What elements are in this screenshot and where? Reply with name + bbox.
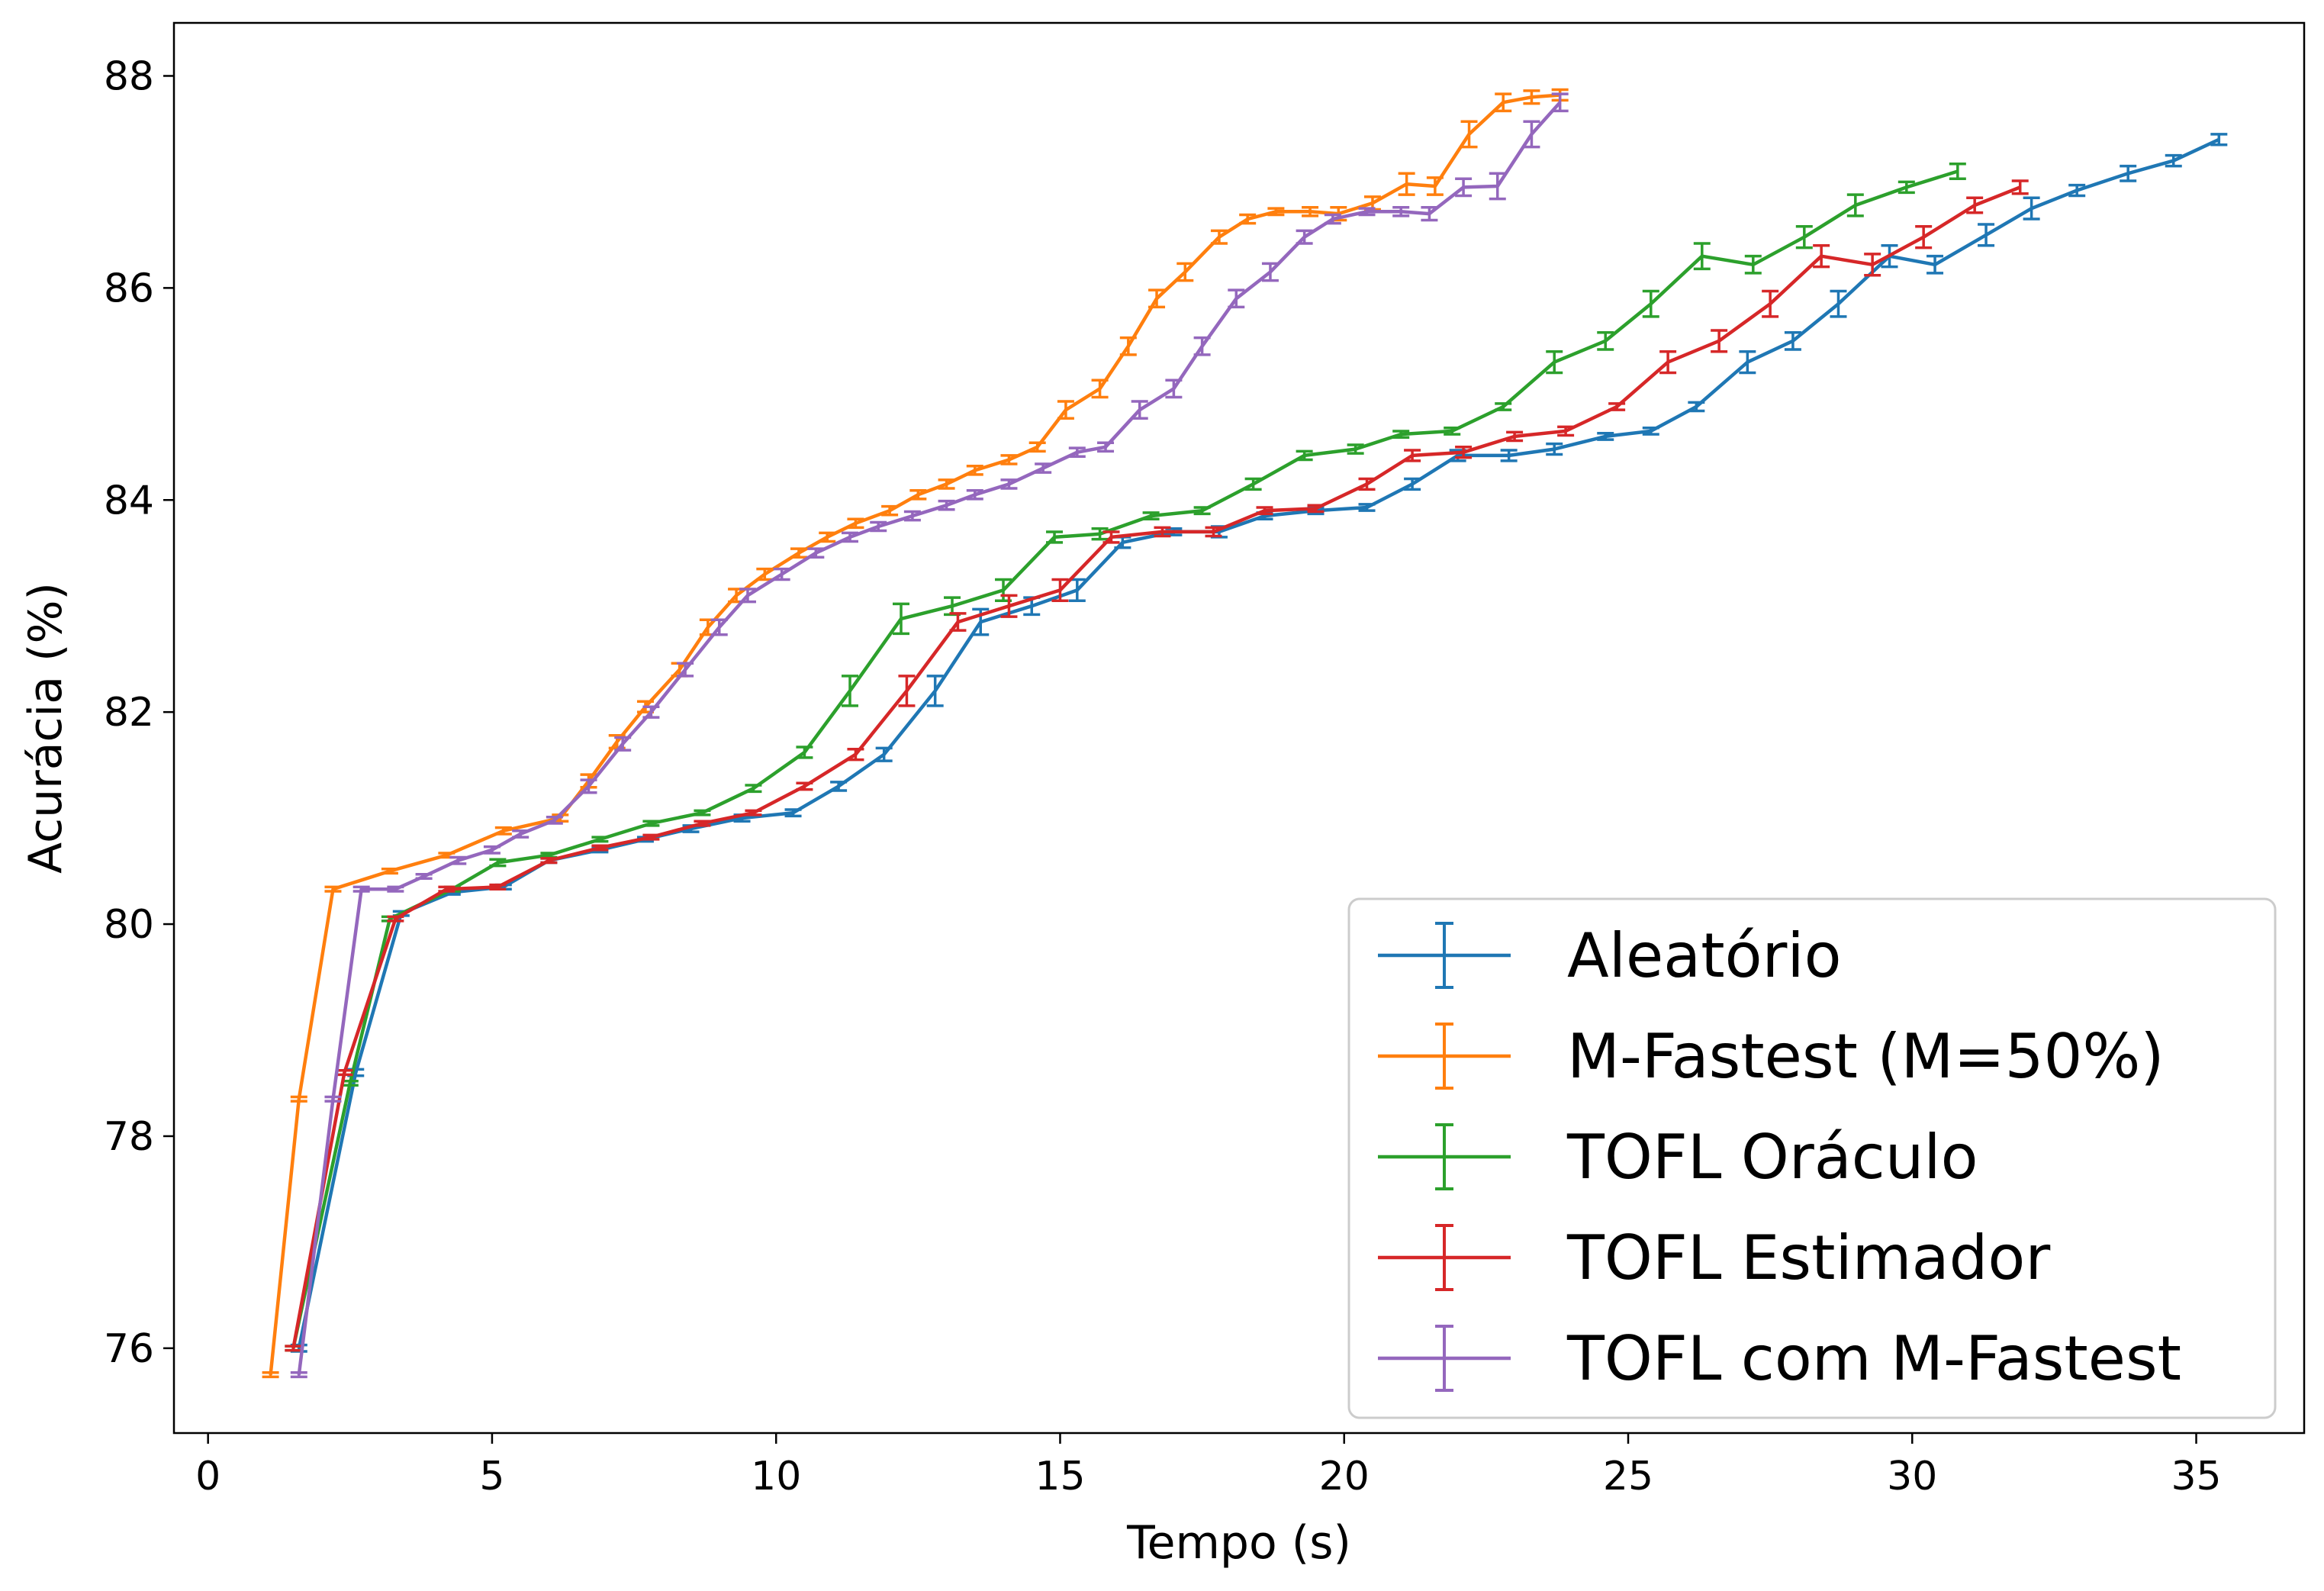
x-tick-label: 25	[1603, 1454, 1653, 1499]
y-tick-label: 84	[104, 478, 154, 523]
x-tick-label: 5	[479, 1454, 504, 1499]
x-tick-label: 35	[2171, 1454, 2221, 1499]
y-tick-label: 80	[104, 902, 154, 948]
y-tick-label: 88	[104, 53, 154, 99]
x-tick-label: 10	[751, 1454, 801, 1499]
x-axis-label: Tempo (s)	[1126, 1516, 1351, 1570]
y-tick-label: 82	[104, 690, 154, 736]
legend-label: TOFL com M-Fastest	[1566, 1323, 2181, 1394]
y-axis-label: Acurácia (%)	[19, 582, 72, 874]
x-tick-label: 20	[1319, 1454, 1370, 1499]
legend-label: TOFL Oráculo	[1566, 1122, 1978, 1193]
y-tick-label: 78	[104, 1114, 154, 1160]
x-tick-label: 15	[1035, 1454, 1085, 1499]
x-tick-label: 0	[195, 1454, 220, 1499]
legend-label: Aleatório	[1567, 920, 1842, 991]
y-tick-label: 86	[104, 266, 154, 311]
x-tick-label: 30	[1887, 1454, 1937, 1499]
legend-label: TOFL Estimador	[1566, 1222, 2050, 1293]
legend: Aleatório M-Fastest (M=50%) TOFL Oráculo TO…	[1349, 899, 2275, 1418]
y-tick-label: 76	[104, 1326, 154, 1372]
legend-label: M-Fastest (M=50%)	[1567, 1021, 2165, 1092]
